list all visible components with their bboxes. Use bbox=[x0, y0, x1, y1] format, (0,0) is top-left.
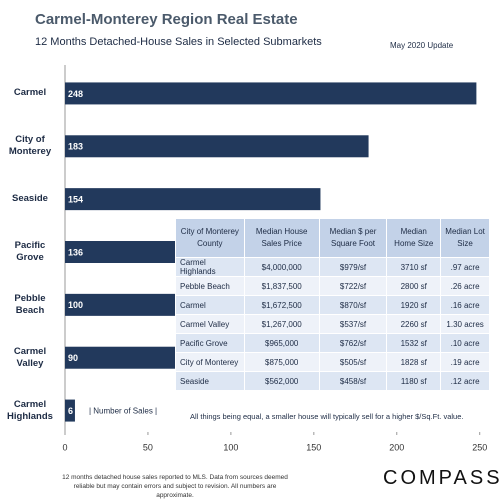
table-cell: $979/sf bbox=[318, 257, 388, 277]
table-header: City of Monterey County bbox=[175, 218, 245, 258]
table-cell: $505/sf bbox=[318, 352, 388, 372]
value-label: 90 bbox=[68, 353, 78, 363]
x-tick-label: 150 bbox=[306, 442, 321, 452]
table-header: Median Home Size bbox=[386, 218, 442, 258]
category-label: Pebble Beach bbox=[14, 292, 46, 316]
table-cell: $562,000 bbox=[243, 371, 320, 391]
table-cell: .12 acre bbox=[440, 371, 490, 391]
table-cell: 1.30 acres bbox=[440, 314, 490, 334]
annotation: | Number of Sales | bbox=[89, 407, 157, 416]
table-cell: .10 acre bbox=[440, 333, 490, 353]
table-cell: Pacific Grove bbox=[175, 333, 245, 353]
table-cell: 3710 sf bbox=[386, 257, 442, 277]
bar bbox=[65, 135, 369, 158]
table-cell: $537/sf bbox=[318, 314, 388, 334]
x-tick-label: 100 bbox=[223, 442, 238, 452]
table-cell: .19 acre bbox=[440, 352, 490, 372]
table-header: Median Lot Size bbox=[440, 218, 490, 258]
table-cell: $4,000,000 bbox=[243, 257, 320, 277]
category-label: Carmel Highlands bbox=[7, 398, 53, 422]
table-row: Carmel Valley $1,267,000 $537/sf 2260 sf 1.3… bbox=[175, 314, 490, 334]
category-label: Carmel Valley bbox=[13, 345, 47, 369]
x-tick-label: 250 bbox=[472, 442, 487, 452]
table-row: Seaside $562,000 $458/sf 1180 sf .12 acre bbox=[175, 371, 490, 391]
table-row: Carmel $1,672,500 $870/sf 1920 sf .16 acre bbox=[175, 295, 490, 315]
table-cell: Pebble Beach bbox=[175, 276, 245, 296]
chart-title: Carmel-Monterey Region Real Estate bbox=[35, 11, 298, 28]
table-cell: $870/sf bbox=[318, 295, 388, 315]
value-label: 136 bbox=[68, 247, 83, 257]
table-cell: $1,267,000 bbox=[243, 314, 320, 334]
table-cell: $875,000 bbox=[243, 352, 320, 372]
x-tick-label: 0 bbox=[62, 442, 67, 452]
table-cell: 2260 sf bbox=[386, 314, 442, 334]
bar bbox=[65, 399, 75, 422]
table-row: City of Monterey $875,000 $505/sf 1828 sf .1… bbox=[175, 352, 490, 372]
table-note: All things being equal, a smaller house … bbox=[190, 412, 464, 421]
disclaimer: 12 months detached house sales reported … bbox=[62, 474, 288, 499]
category-label: Pacific Grove bbox=[14, 240, 46, 263]
value-label: 154 bbox=[68, 195, 83, 205]
table-cell: .16 acre bbox=[440, 295, 490, 315]
bar bbox=[65, 82, 477, 105]
value-label: 183 bbox=[68, 142, 83, 152]
category-label: Seaside bbox=[12, 193, 48, 205]
x-tick-label: 200 bbox=[389, 442, 404, 452]
category-label: Carmel bbox=[13, 87, 47, 99]
table-cell: $1,837,500 bbox=[243, 276, 320, 296]
x-tick-label: 50 bbox=[143, 442, 153, 452]
table-cell: $1,672,500 bbox=[243, 295, 320, 315]
table-cell: Carmel Valley bbox=[175, 314, 245, 334]
table-cell: $722/sf bbox=[318, 276, 388, 296]
stats-table: City of Monterey County Median House Sale… bbox=[175, 218, 490, 391]
value-label: 248 bbox=[68, 89, 83, 99]
table-cell: .97 acre bbox=[440, 257, 490, 277]
table-cell: .26 acre bbox=[440, 276, 490, 296]
category-label: City of Monterey bbox=[8, 134, 52, 158]
table-cell: $458/sf bbox=[318, 371, 388, 391]
table-cell: 1828 sf bbox=[386, 352, 442, 372]
chart-subtitle: 12 Months Detached-House Sales in Select… bbox=[35, 36, 322, 48]
table-cell: City of Monterey bbox=[175, 352, 245, 372]
table-cell: Seaside bbox=[175, 371, 245, 391]
value-label: 100 bbox=[68, 300, 83, 310]
brand: COMPASS bbox=[383, 467, 500, 489]
table-cell: $762/sf bbox=[318, 333, 388, 353]
table-cell: $965,000 bbox=[243, 333, 320, 353]
table-cell: 1532 sf bbox=[386, 333, 442, 353]
table-cell: 1180 sf bbox=[386, 371, 442, 391]
value-label: 6 bbox=[68, 406, 73, 416]
table-header: Median House Sales Price bbox=[243, 218, 320, 258]
table-row: Carmel Highlands $4,000,000 $979/sf 3710 sf… bbox=[175, 257, 490, 277]
table-cell: Carmel Highlands bbox=[175, 257, 245, 277]
table-row: Pacific Grove $965,000 $762/sf 1532 sf .10 a… bbox=[175, 333, 490, 353]
table-header: Median $ per Square Foot bbox=[318, 218, 388, 258]
update-note: May 2020 Update bbox=[390, 41, 454, 50]
table-cell: Carmel bbox=[175, 295, 245, 315]
table-cell: 2800 sf bbox=[386, 276, 442, 296]
table-row: Pebble Beach $1,837,500 $722/sf 2800 sf .26 … bbox=[175, 276, 490, 296]
table-cell: 1920 sf bbox=[386, 295, 442, 315]
bar bbox=[65, 188, 321, 211]
